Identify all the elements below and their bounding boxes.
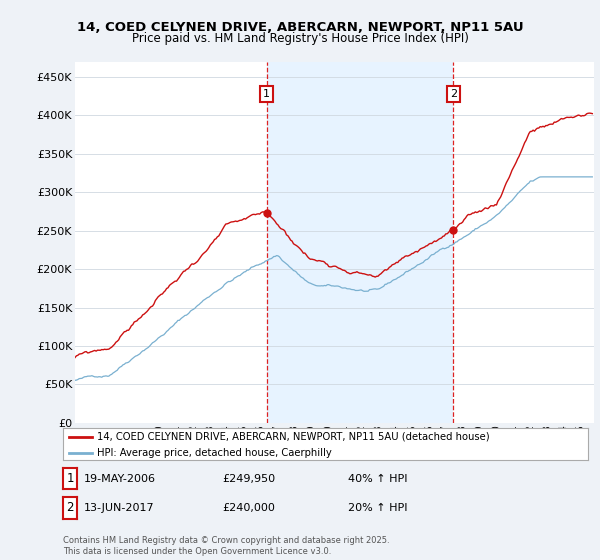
Bar [266, 62, 453, 423]
Text: 40% ↑ HPI: 40% ↑ HPI [348, 474, 407, 484]
Text: 2: 2 [450, 89, 457, 99]
Text: 20% ↑ HPI: 20% ↑ HPI [348, 503, 407, 513]
Text: 2: 2 [67, 501, 74, 515]
Text: 13-JUN-2017: 13-JUN-2017 [84, 503, 155, 513]
Text: Price paid vs. HM Land Registry's House Price Index (HPI): Price paid vs. HM Land Registry's House … [131, 32, 469, 45]
Text: HPI: Average price, detached house, Caerphilly: HPI: Average price, detached house, Caer… [97, 448, 332, 458]
Text: 14, COED CELYNEN DRIVE, ABERCARN, NEWPORT, NP11 5AU (detached house): 14, COED CELYNEN DRIVE, ABERCARN, NEWPOR… [97, 432, 490, 442]
Text: £249,950: £249,950 [222, 474, 275, 484]
Text: Contains HM Land Registry data © Crown copyright and database right 2025.
This d: Contains HM Land Registry data © Crown c… [63, 536, 389, 556]
Text: 14, COED CELYNEN DRIVE, ABERCARN, NEWPORT, NP11 5AU: 14, COED CELYNEN DRIVE, ABERCARN, NEWPOR… [77, 21, 523, 34]
Text: 1: 1 [67, 472, 74, 486]
Text: £240,000: £240,000 [222, 503, 275, 513]
Text: 1: 1 [263, 89, 270, 99]
Text: 19-MAY-2006: 19-MAY-2006 [84, 474, 156, 484]
